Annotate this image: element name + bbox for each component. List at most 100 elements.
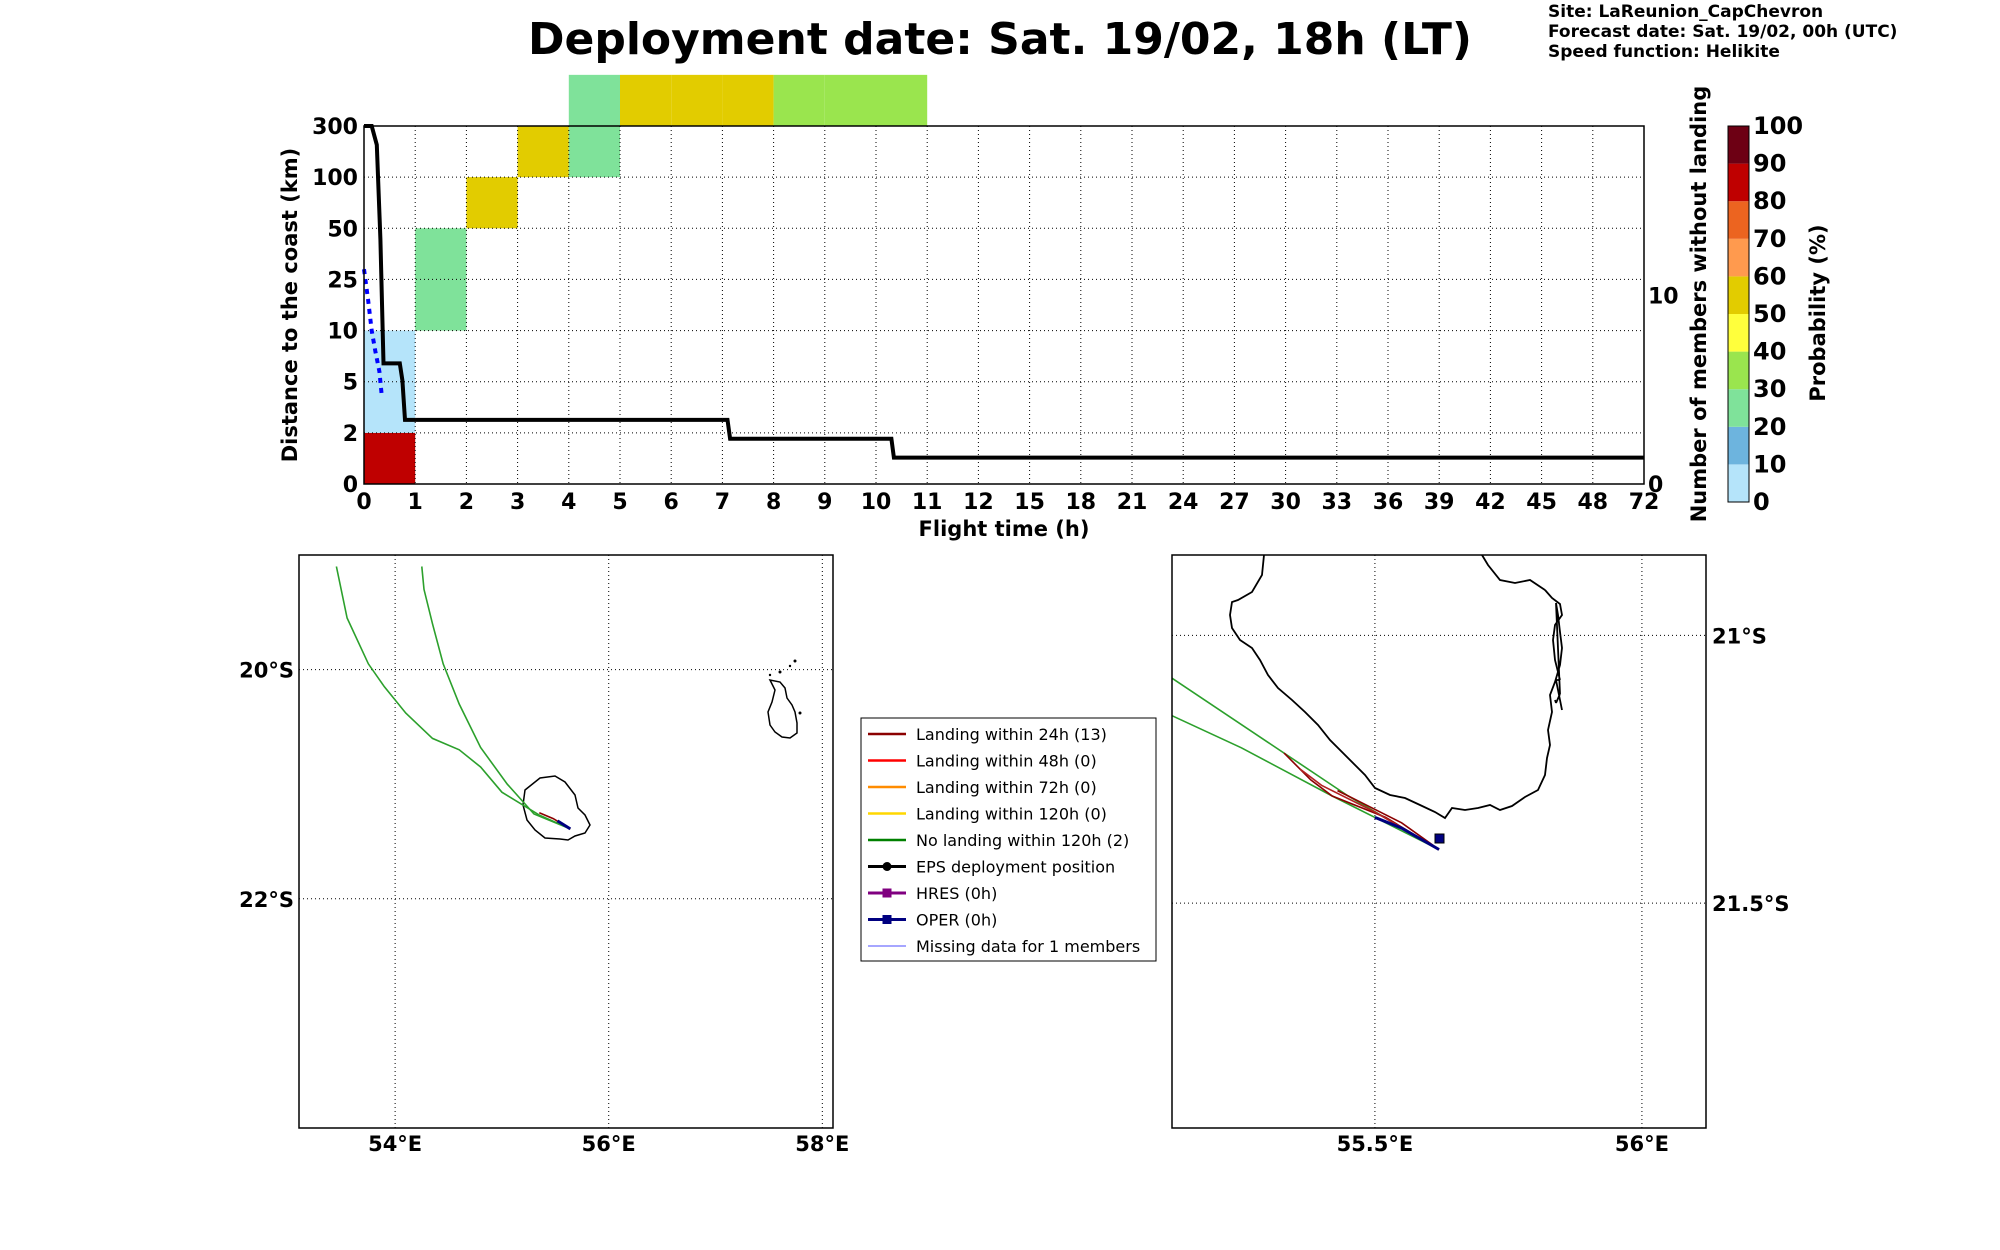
x-tick-label: 4 xyxy=(561,490,576,515)
colorbar-tick-label: 40 xyxy=(1753,338,1786,366)
x-tick-label: 9 xyxy=(817,490,832,515)
speed-function-label: Speed function: Helikite xyxy=(1548,42,1780,62)
probability-cell xyxy=(568,126,620,178)
x-tick-label: 24 xyxy=(1168,490,1199,515)
colorbar-segment xyxy=(1728,201,1749,239)
legend-item: Landing within 72h (0) xyxy=(868,778,1097,797)
legend-label: Missing data for 1 members xyxy=(916,937,1140,956)
legend-label: EPS deployment position xyxy=(916,858,1115,877)
chart-frame xyxy=(363,125,1645,485)
colorbar-segment xyxy=(1728,276,1749,314)
x-tick-label: 45 xyxy=(1526,490,1557,515)
x-tick-label: 48 xyxy=(1577,490,1608,515)
longitude-label: 56°E xyxy=(582,1132,636,1156)
map-frame xyxy=(298,554,834,1129)
probability-cells xyxy=(364,74,928,484)
forecast-info: Site: LaReunion_CapChevron Forecast date… xyxy=(1548,2,1897,62)
regional-trajectory-map: 54°E 56°E 58°E 20°S 22°S xyxy=(239,554,849,1156)
colorbar-tick-label: 80 xyxy=(1753,187,1786,215)
map-tick-labels: 55.5°E 56°E 21°S 21.5°S xyxy=(1337,624,1790,1156)
launch-site-marker xyxy=(1434,833,1445,844)
map-grid xyxy=(299,555,833,1128)
legend-item: Landing within 24h (13) xyxy=(868,725,1107,744)
trajectory-line xyxy=(335,566,571,830)
map-tick-labels: 54°E 56°E 58°E 20°S 22°S xyxy=(239,659,849,1156)
legend-item: HRES (0h) xyxy=(868,884,997,903)
x-tick-label: 42 xyxy=(1475,490,1506,515)
y-tick-label: 0 xyxy=(343,473,358,498)
trajectories xyxy=(1171,677,1440,851)
trajectory-line xyxy=(421,566,571,830)
x-tick-label: 11 xyxy=(912,490,943,515)
trajectories xyxy=(335,566,572,831)
x-tick-label: 36 xyxy=(1373,490,1404,515)
map-grid xyxy=(1172,555,1706,1128)
chart-grid xyxy=(364,126,1644,484)
legend-item: No landing within 120h (2) xyxy=(868,831,1129,850)
y2-tick-labels: 0 10 xyxy=(1648,285,1679,498)
probability-cell xyxy=(517,126,569,178)
legend-label: Landing within 120h (0) xyxy=(916,805,1107,824)
x-tick-label: 18 xyxy=(1065,490,1096,515)
x-tick-label: 5 xyxy=(612,490,627,515)
colorbar-segment xyxy=(1728,464,1749,502)
x-axis-label: Flight time (h) xyxy=(919,517,1090,541)
x-tick-label: 30 xyxy=(1270,490,1301,515)
colorbar-tick-label: 20 xyxy=(1753,413,1786,441)
trajectory-line xyxy=(1171,714,1440,851)
colorbar-segment xyxy=(1728,163,1749,202)
colorbar-tick-label: 30 xyxy=(1753,375,1786,403)
page-title: Deployment date: Sat. 19/02, 18h (LT) xyxy=(527,14,1473,65)
members-without-landing-line xyxy=(364,124,1644,460)
probability-cell xyxy=(722,74,774,126)
y2-tick-label: 0 xyxy=(1648,473,1663,498)
y2-axis-label: Number of members without landing xyxy=(1687,86,1711,523)
x-tick-label: 3 xyxy=(510,490,525,515)
probability-cell xyxy=(620,74,672,126)
y-tick-label: 100 xyxy=(312,166,358,191)
probability-cell xyxy=(876,74,928,126)
trajectory-line xyxy=(1337,789,1440,851)
site-label: Site: LaReunion_CapChevron xyxy=(1548,2,1824,22)
y-tick-label: 25 xyxy=(327,268,358,293)
legend-marker xyxy=(882,862,892,871)
legend-label: Landing within 48h (0) xyxy=(916,752,1097,771)
colorbar-cells xyxy=(1728,126,1749,502)
x-tick-label: 8 xyxy=(766,490,781,515)
colorbar-segment xyxy=(1728,389,1749,427)
x-tick-label: 0 xyxy=(356,490,371,515)
map-frame xyxy=(1171,554,1707,1129)
legend-item: OPER (0h) xyxy=(868,911,997,930)
longitude-label: 54°E xyxy=(368,1132,422,1156)
probability-cell xyxy=(364,432,416,484)
legend-item: EPS deployment position xyxy=(868,858,1115,877)
colorbar-segment xyxy=(1728,314,1749,352)
trajectory-line xyxy=(556,819,572,831)
forecast-date-label: Forecast date: Sat. 19/02, 00h (UTC) xyxy=(1548,22,1898,42)
longitude-label: 58°E xyxy=(795,1132,849,1156)
colorbar-tick-label: 100 xyxy=(1753,112,1803,140)
colorbar-tick-label: 60 xyxy=(1753,262,1786,290)
y-axis-label: Distance to the coast (km) xyxy=(278,148,302,463)
x-tick-label: 2 xyxy=(459,490,474,515)
latitude-label: 21.5°S xyxy=(1712,892,1789,916)
probability-cell xyxy=(568,74,620,126)
y-tick-label: 2 xyxy=(343,422,358,447)
probability-cell xyxy=(364,381,416,433)
x-tick-label: 12 xyxy=(963,490,994,515)
y-tick-label: 10 xyxy=(327,320,358,345)
x-tick-label: 7 xyxy=(715,490,730,515)
x-tick-label: 33 xyxy=(1321,490,1352,515)
probability-cell xyxy=(415,228,467,280)
probability-cell xyxy=(364,330,416,382)
trajectory-line xyxy=(1171,677,1440,851)
y-tick-label: 300 xyxy=(312,115,358,140)
probability-cell xyxy=(773,74,825,126)
colorbar-tick-label: 70 xyxy=(1753,225,1786,253)
x-tick-labels: 0 1 2 3 4 5 6 7 8 9 10 11 12 15 18 21 24 27 30 33 36 39 42 45 48… xyxy=(356,490,1659,515)
probability-colorbar: 0 10 20 30 40 50 60 70 80 90 100 Probability (%) xyxy=(1727,112,1830,516)
x-tick-label: 15 xyxy=(1014,490,1045,515)
colorbar-tick-labels: 0 10 20 30 40 50 60 70 80 90 100 xyxy=(1753,112,1803,516)
